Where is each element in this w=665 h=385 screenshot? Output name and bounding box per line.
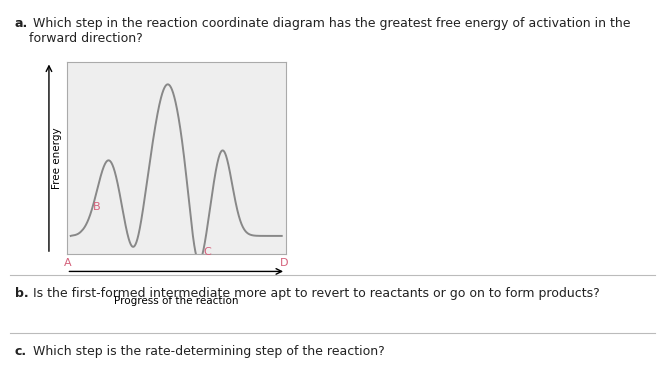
Text: B: B [93,202,101,212]
Text: A: A [65,258,72,268]
Text: Is the first-formed intermediate more apt to revert to reactants or go on to for: Is the first-formed intermediate more ap… [29,287,600,300]
Text: a.: a. [15,17,28,30]
Y-axis label: Free energy: Free energy [53,127,63,189]
Text: b.: b. [15,287,28,300]
Text: Progress of the reaction: Progress of the reaction [114,296,239,306]
Text: D: D [280,258,288,268]
Text: C: C [203,247,211,257]
Text: c.: c. [15,345,27,358]
Text: Which step is the rate-determining step of the reaction?: Which step is the rate-determining step … [29,345,385,358]
Text: Which step in the reaction coordinate diagram has the greatest free energy of ac: Which step in the reaction coordinate di… [29,17,631,45]
